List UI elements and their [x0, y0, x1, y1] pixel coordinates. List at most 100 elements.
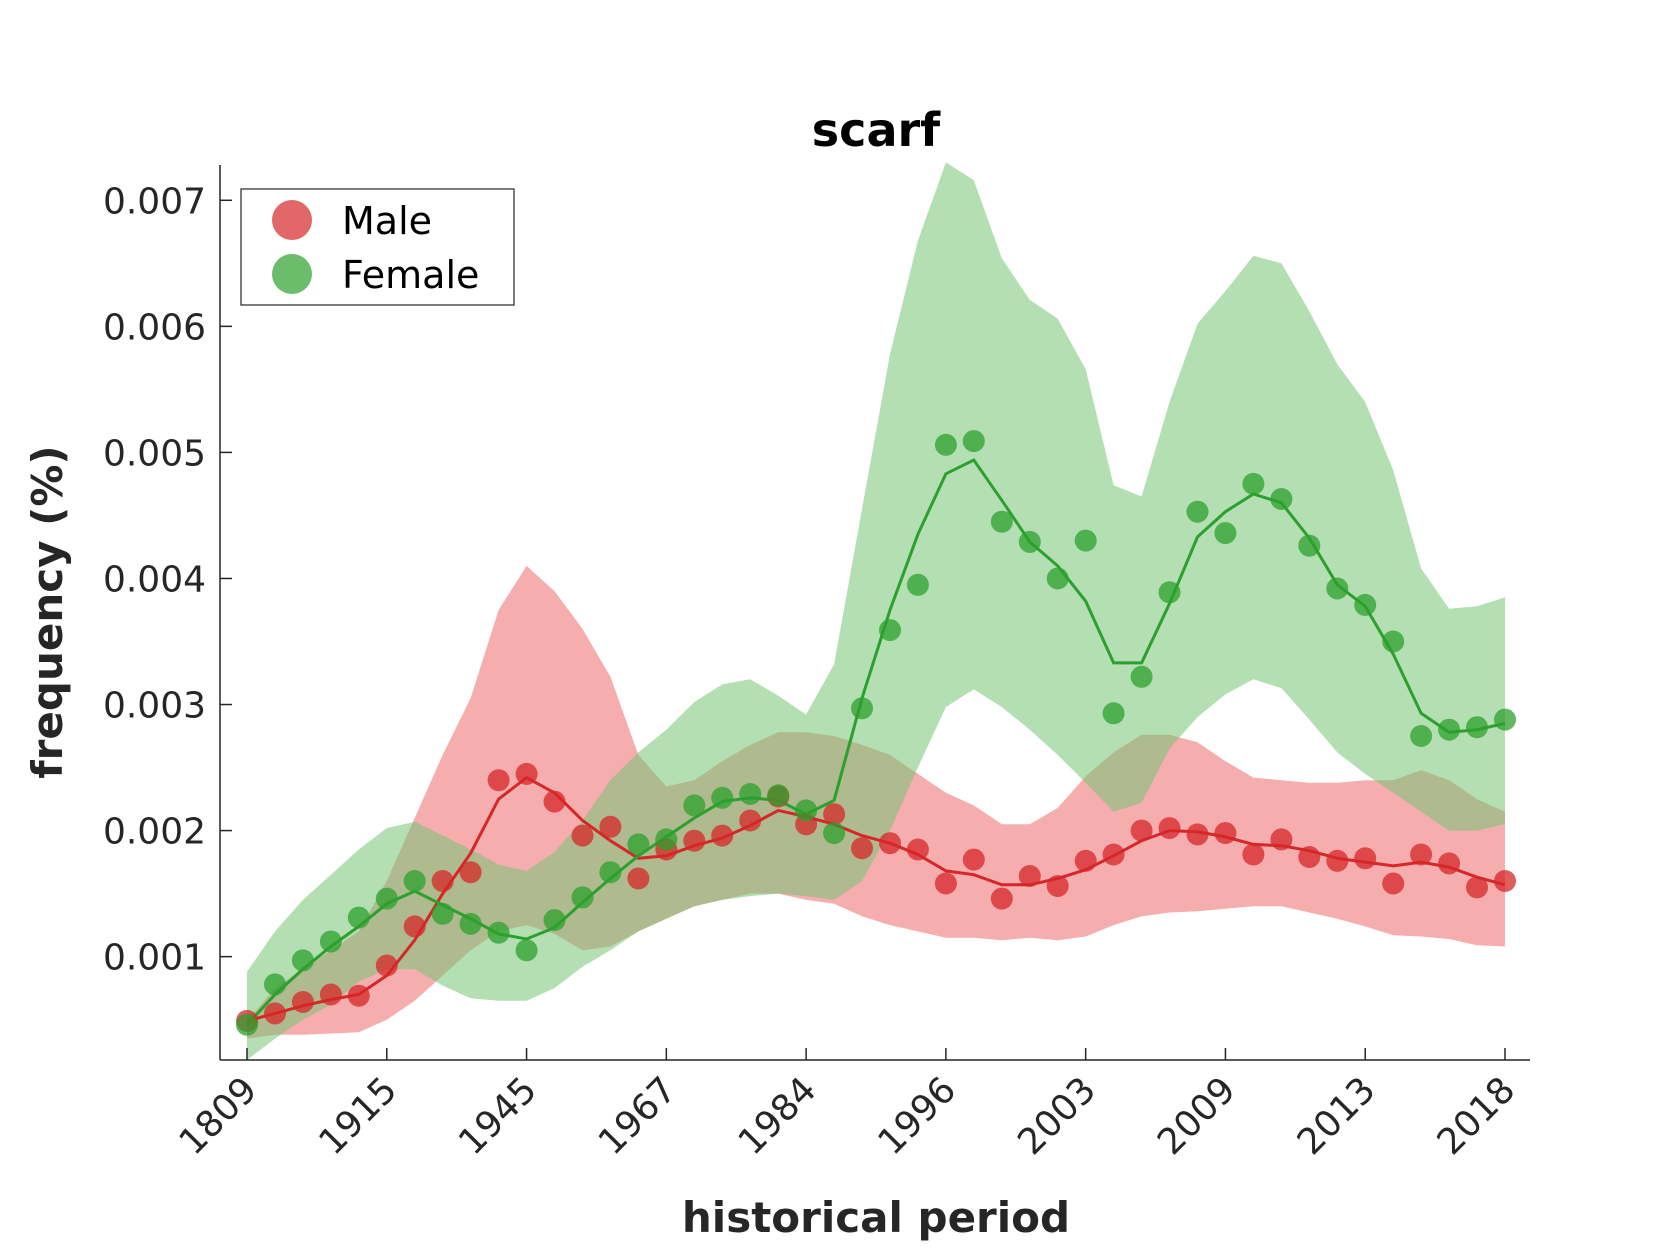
- point-male-41: [1382, 872, 1405, 895]
- y-tick-label-3: 0.004: [103, 559, 206, 600]
- point-female-31: [1102, 702, 1125, 725]
- point-female-32: [1130, 665, 1153, 688]
- point-female-12: [571, 886, 594, 909]
- point-male-13: [599, 815, 622, 838]
- x-tick-label-9: 2018: [1430, 1069, 1524, 1163]
- point-female-21: [823, 822, 846, 845]
- point-female-36: [1242, 472, 1265, 495]
- x-tick-label-3: 1967: [591, 1069, 685, 1163]
- legend-label-male: Male: [342, 199, 432, 243]
- point-male-28: [1018, 865, 1041, 887]
- point-female-33: [1158, 581, 1181, 604]
- point-male-30: [1074, 849, 1097, 872]
- point-female-35: [1214, 522, 1237, 545]
- chart-title: scarf: [812, 103, 941, 157]
- y-tick-label-6: 0.007: [103, 181, 206, 222]
- point-male-8: [459, 861, 482, 884]
- x-axis-ticks: 1809 1915 1945 1967 1984 1996 2003 2009 2013 2018: [172, 1048, 1524, 1163]
- point-female-42: [1410, 725, 1433, 747]
- point-female-6: [403, 870, 426, 892]
- point-female-0: [236, 1013, 258, 1036]
- band-female: [247, 162, 1505, 1060]
- trend-line-female: [245, 458, 1506, 1026]
- point-female-18: [739, 783, 762, 805]
- point-male-23: [879, 832, 901, 855]
- point-male-1: [264, 1002, 286, 1025]
- legend-marker-male: [272, 200, 312, 240]
- point-male-25: [934, 872, 957, 895]
- point-female-40: [1354, 593, 1377, 616]
- point-male-14: [627, 867, 650, 890]
- point-male-43: [1438, 852, 1461, 875]
- point-male-2: [291, 991, 314, 1013]
- point-female-13: [599, 861, 622, 884]
- point-male-29: [1046, 875, 1069, 897]
- point-male-32: [1130, 819, 1153, 842]
- point-male-45: [1494, 870, 1516, 892]
- point-female-22: [851, 697, 873, 720]
- point-female-30: [1074, 529, 1097, 552]
- x-tick-label-7: 2009: [1150, 1069, 1244, 1163]
- point-female-44: [1466, 716, 1488, 739]
- point-male-36: [1242, 843, 1265, 866]
- y-tick-label-4: 0.005: [103, 433, 206, 474]
- point-male-21: [823, 803, 846, 826]
- point-male-5: [375, 954, 398, 977]
- point-male-26: [962, 848, 985, 871]
- point-female-15: [655, 828, 678, 851]
- point-female-8: [459, 912, 482, 935]
- point-female-14: [627, 833, 650, 856]
- x-tick-label-1: 1915: [311, 1069, 405, 1163]
- point-female-24: [906, 573, 929, 596]
- legend-label-female: Female: [342, 253, 479, 297]
- point-female-16: [683, 794, 706, 817]
- point-female-29: [1046, 567, 1069, 590]
- legend: Male Female: [240, 188, 515, 306]
- trend-line-male: [246, 775, 1506, 1023]
- x-tick-label-2: 1945: [451, 1069, 545, 1163]
- point-female-20: [795, 799, 818, 822]
- point-female-7: [431, 902, 454, 925]
- point-male-42: [1410, 843, 1433, 866]
- point-male-10: [515, 762, 538, 785]
- point-female-2: [291, 949, 314, 972]
- point-male-11: [543, 790, 566, 813]
- x-tick-label-0: 1809: [172, 1069, 266, 1163]
- y-tick-label-0: 0.001: [103, 938, 206, 979]
- point-female-11: [543, 909, 566, 932]
- point-female-43: [1438, 718, 1461, 741]
- point-female-17: [711, 786, 734, 809]
- point-female-34: [1186, 500, 1209, 523]
- point-female-37: [1270, 488, 1293, 510]
- point-female-3: [319, 930, 342, 953]
- x-tick-label-4: 1984: [731, 1069, 825, 1163]
- point-female-9: [487, 921, 510, 944]
- point-male-34: [1186, 823, 1209, 846]
- y-tick-label-5: 0.006: [103, 307, 206, 348]
- legend-marker-female: [272, 254, 312, 294]
- point-female-27: [990, 510, 1013, 533]
- point-male-4: [347, 984, 370, 1007]
- point-female-10: [515, 939, 538, 962]
- x-tick-label-6: 2003: [1010, 1069, 1104, 1163]
- point-female-19: [767, 784, 790, 807]
- y-tick-label-2: 0.003: [103, 686, 206, 727]
- plot-area: [236, 162, 1516, 1060]
- point-female-1: [264, 973, 286, 996]
- point-male-35: [1214, 822, 1237, 845]
- point-male-22: [851, 837, 873, 860]
- point-male-44: [1466, 876, 1488, 899]
- point-male-7: [431, 870, 454, 892]
- data-points: [236, 430, 1516, 1036]
- point-male-16: [683, 829, 706, 852]
- trend-lines: [245, 458, 1506, 1026]
- point-male-37: [1270, 828, 1293, 851]
- point-female-25: [934, 433, 957, 456]
- point-male-24: [906, 838, 929, 861]
- point-male-9: [487, 769, 510, 792]
- point-female-5: [375, 887, 398, 910]
- point-male-3: [319, 983, 342, 1006]
- point-male-33: [1158, 817, 1181, 840]
- y-tick-label-1: 0.002: [103, 812, 206, 853]
